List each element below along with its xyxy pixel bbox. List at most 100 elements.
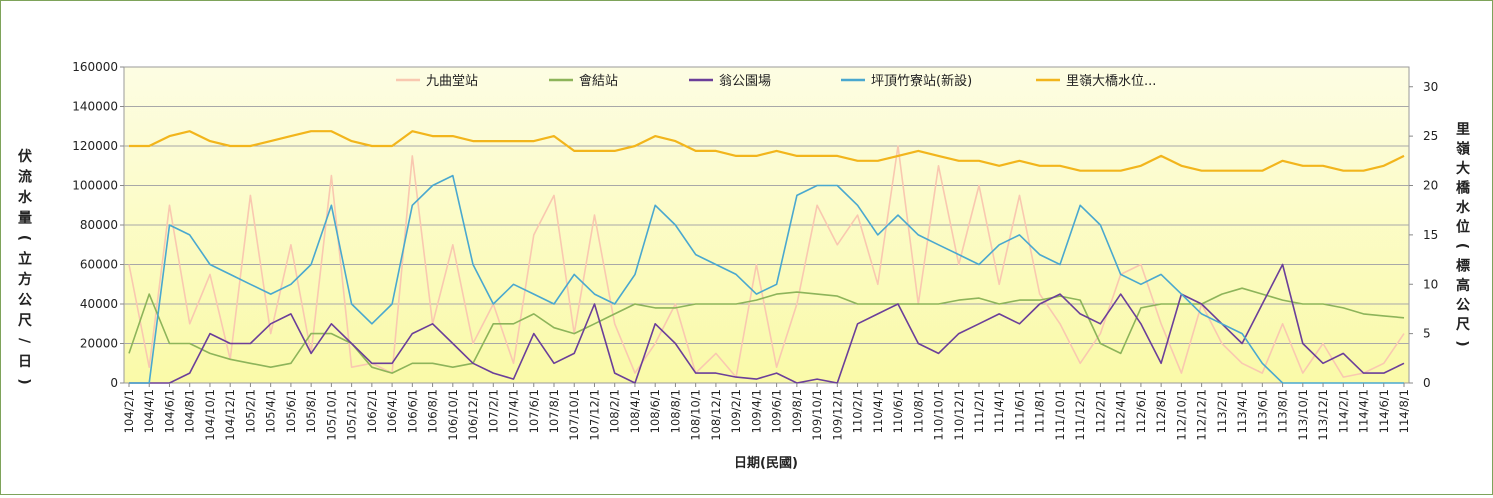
x-tick-label: 104/2/1 <box>122 389 136 433</box>
x-tick-label: 114/2/1 <box>1336 389 1350 433</box>
y-tick-label: 0 <box>110 376 118 390</box>
axis-title-char: 伏 <box>18 148 32 165</box>
x-tick-label: 107/10/1 <box>567 389 581 441</box>
x-tick-label: 105/10/1 <box>324 389 338 441</box>
y-tick-label: 20000 <box>80 337 118 351</box>
x-tick-label: 105/8/1 <box>304 389 318 433</box>
x-tick-label: 108/2/1 <box>608 389 622 433</box>
axis-title-char: 尺 <box>18 313 32 329</box>
y-axis-right: 0 5 10 15 20 25 30 <box>1409 80 1438 390</box>
x-tick-label: 108/8/1 <box>668 389 682 433</box>
x-tick-label: 104/6/1 <box>162 389 176 433</box>
series-line <box>129 130 1405 172</box>
y2-tick-label: 0 <box>1423 376 1431 390</box>
y2-tick-label: 25 <box>1423 129 1438 143</box>
y-tick-label: 140000 <box>72 100 118 114</box>
axis-title-char: 嶺 <box>1456 142 1471 158</box>
series-line <box>129 263 1405 384</box>
y2-tick-label: 5 <box>1423 327 1431 341</box>
x-axis: 104/2/1 104/4/1 104/6/1 104/8/1 104/10/1 104/… <box>122 383 1411 441</box>
axis-title-char: 位 <box>1456 219 1470 236</box>
x-tick-label: 109/12/1 <box>830 389 844 441</box>
series-line <box>129 174 1404 384</box>
x-tick-label: 112/4/1 <box>1114 389 1128 433</box>
x-tick-label: 110/2/1 <box>851 389 865 433</box>
axis-title-char: 方 <box>18 271 32 288</box>
series-翁公園場 <box>129 263 1405 384</box>
axis-title-char: 橋 <box>1456 180 1471 197</box>
axis-title-char: 公 <box>18 293 32 309</box>
x-tick-label: 106/2/1 <box>365 389 379 433</box>
x-axis-label: 日期(民國) <box>734 456 798 471</box>
x-tick-label: 114/6/1 <box>1377 389 1391 433</box>
x-tick-label: 111/8/1 <box>1033 389 1047 433</box>
x-tick-label: 109/2/1 <box>729 389 743 433</box>
x-tick-label: 104/12/1 <box>223 389 237 441</box>
y-tick-label: 160000 <box>72 60 118 74</box>
y2-tick-label: 30 <box>1423 80 1438 94</box>
axis-title-char: 量 <box>18 211 32 227</box>
x-tick-label: 106/10/1 <box>446 389 460 441</box>
x-tick-label: 105/4/1 <box>264 389 278 433</box>
axis-title-char: / <box>16 338 32 344</box>
x-tick-label: 110/10/1 <box>932 389 946 441</box>
x-tick-label: 109/6/1 <box>770 389 784 433</box>
axis-title-char: 高 <box>1456 277 1470 294</box>
x-tick-label: 106/8/1 <box>426 389 440 433</box>
x-tick-label: 105/6/1 <box>284 389 298 433</box>
x-tick-label: 111/12/1 <box>1073 389 1087 441</box>
series-九曲堂站 <box>128 145 1405 378</box>
x-tick-label: 107/12/1 <box>587 389 601 441</box>
axis-title-char: ) <box>1454 340 1470 346</box>
x-tick-label: 113/10/1 <box>1296 389 1310 441</box>
x-tick-label: 104/8/1 <box>183 389 197 433</box>
x-tick-label: 107/4/1 <box>507 389 521 433</box>
legend-label: 會結站 <box>579 74 618 89</box>
y-tick-label: 80000 <box>80 218 118 232</box>
y-tick-label: 40000 <box>80 297 118 311</box>
y2-tick-label: 15 <box>1423 228 1438 242</box>
y-axis-left: 0 20000 40000 60000 80000 100000 120000 140000 1… <box>72 60 124 390</box>
y2-tick-label: 20 <box>1423 179 1438 193</box>
x-tick-label: 111/2/1 <box>972 389 986 433</box>
x-tick-label: 107/6/1 <box>527 389 541 433</box>
x-tick-label: 113/6/1 <box>1255 389 1269 433</box>
x-tick-label: 110/4/1 <box>871 389 885 433</box>
axis-title-char: 里 <box>1456 122 1470 138</box>
x-tick-label: 110/12/1 <box>952 389 966 441</box>
y-tick-label: 60000 <box>80 258 118 272</box>
x-tick-label: 105/2/1 <box>243 389 257 433</box>
x-tick-label: 104/10/1 <box>203 389 217 441</box>
x-tick-label: 111/6/1 <box>1012 389 1026 433</box>
x-tick-label: 106/6/1 <box>405 389 419 433</box>
x-tick-label: 108/10/1 <box>689 389 703 441</box>
x-tick-label: 106/12/1 <box>466 389 480 441</box>
axis-title-char: ( <box>1454 243 1470 249</box>
axis-title-char: 水 <box>1456 199 1471 216</box>
x-tick-label: 108/12/1 <box>709 389 723 441</box>
series-里嶺大橋水位... <box>129 130 1405 172</box>
x-tick-label: 108/4/1 <box>628 389 642 433</box>
x-tick-label: 113/8/1 <box>1276 389 1290 433</box>
x-tick-label: 112/10/1 <box>1174 389 1188 441</box>
legend-label: 坪頂竹寮站(新設) <box>871 73 972 89</box>
x-tick-label: 114/4/1 <box>1357 389 1371 433</box>
x-tick-label: 105/12/1 <box>345 389 359 441</box>
axis-title-char: 大 <box>1456 160 1470 177</box>
axis-title-char: ( <box>16 235 32 241</box>
x-tick-label: 111/10/1 <box>1053 389 1067 441</box>
x-tick-label: 113/4/1 <box>1235 389 1249 433</box>
legend: 九曲堂站 會結站 翁公園場 坪頂竹寮站(新設) 里嶺大橋水位... <box>396 73 1156 89</box>
legend-label: 翁公園場 <box>719 74 771 89</box>
axis-title-char: 公 <box>1456 298 1470 314</box>
x-tick-label: 109/8/1 <box>790 389 804 433</box>
x-tick-label: 113/2/1 <box>1215 389 1229 433</box>
x-tick-label: 104/4/1 <box>142 389 156 433</box>
axis-title-char: 尺 <box>1456 317 1470 333</box>
y-tick-label: 120000 <box>72 139 118 153</box>
x-tick-label: 109/4/1 <box>749 389 763 433</box>
y2-tick-label: 10 <box>1423 277 1438 291</box>
